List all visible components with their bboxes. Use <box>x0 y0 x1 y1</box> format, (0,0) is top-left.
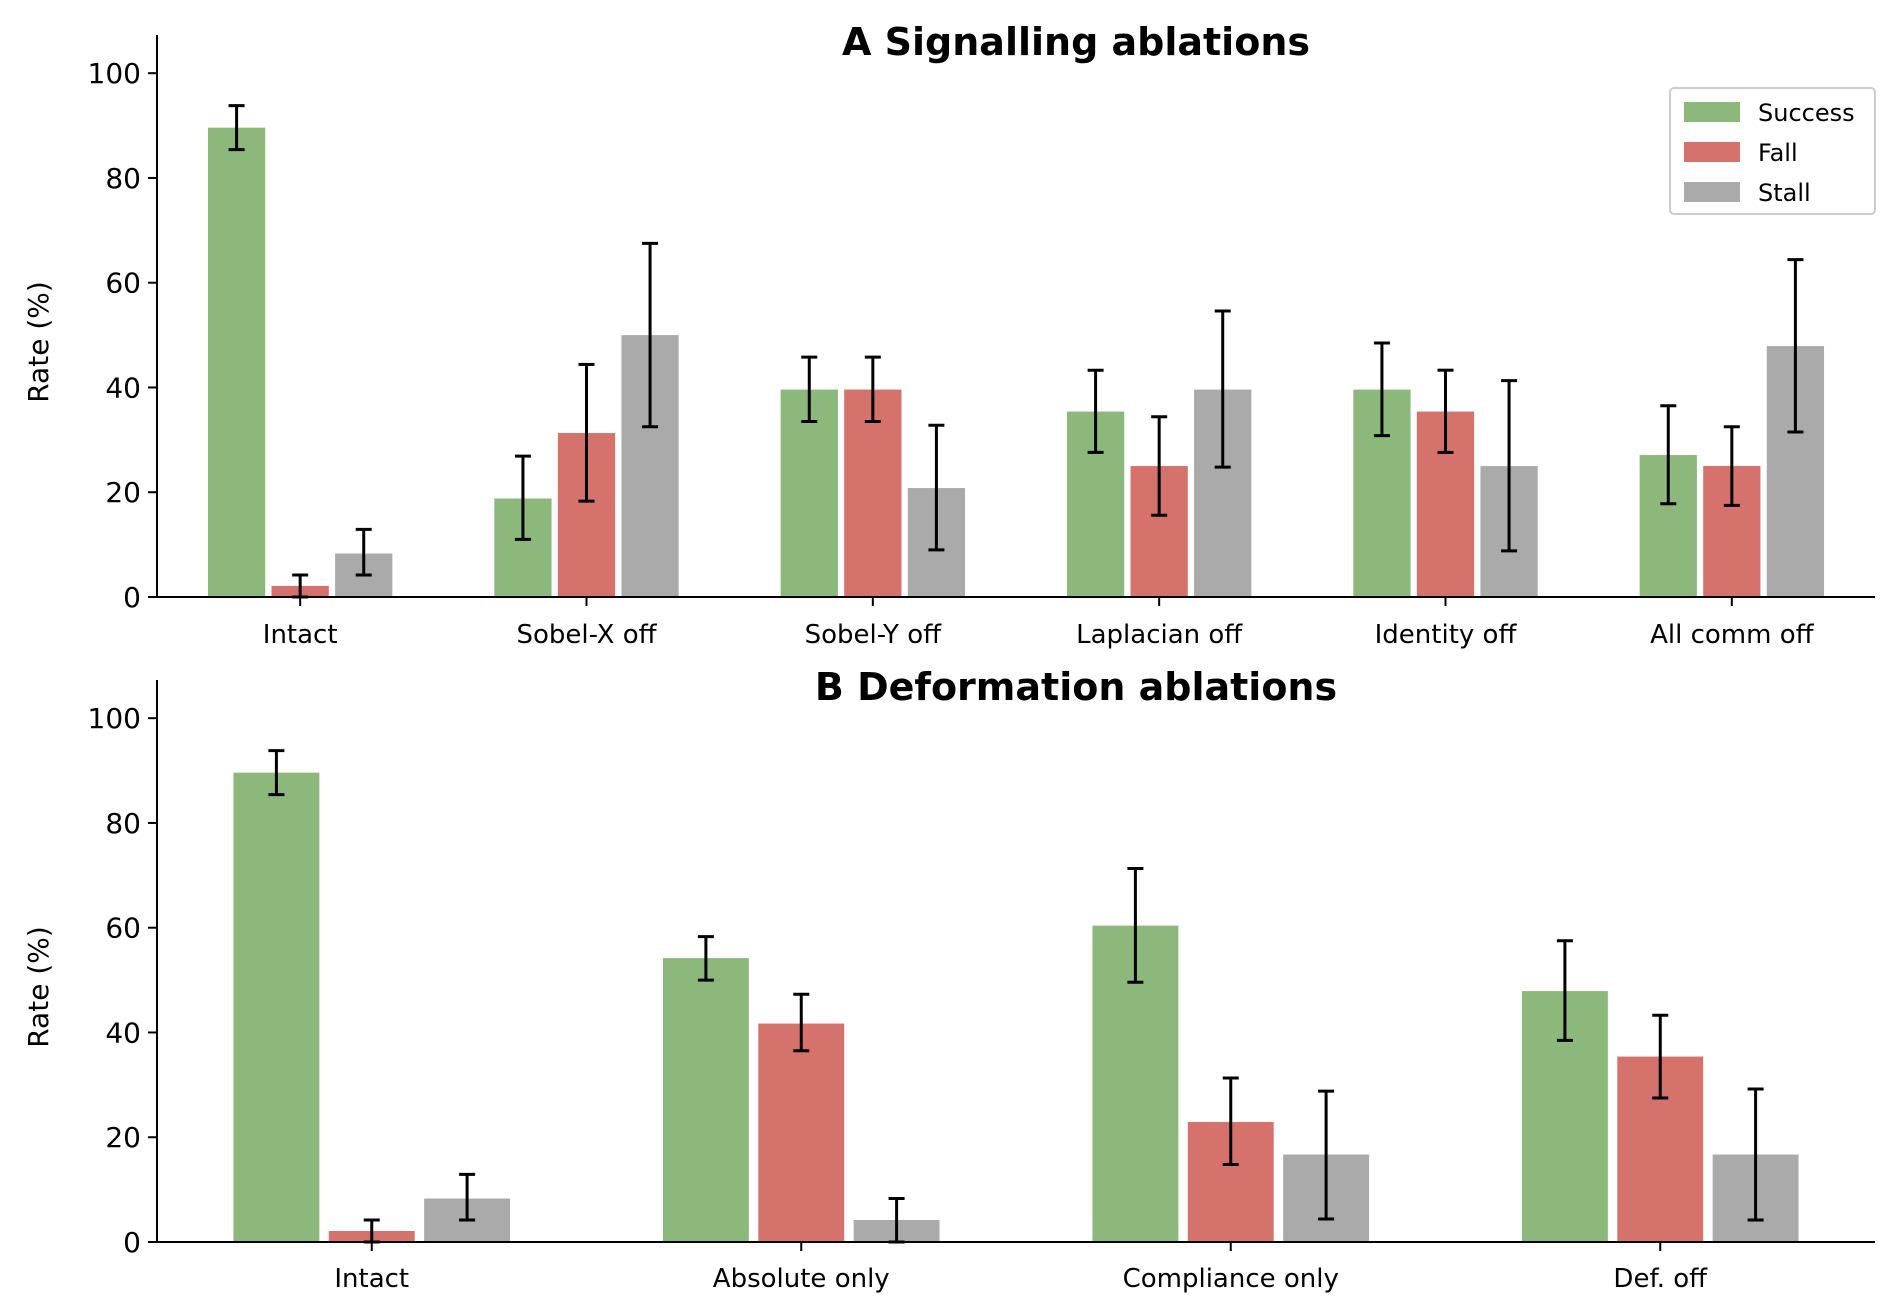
x-tick-label: Def. off <box>1613 1264 1708 1294</box>
panel-a: A Signalling ablations Rate (%) 0 20 40 60 80 1… <box>22 20 1876 650</box>
bar-success <box>233 772 320 1242</box>
y-tick-label: 80 <box>105 807 141 840</box>
y-axis-label: Rate (%) <box>22 926 55 1048</box>
bar-fall <box>844 389 902 597</box>
legend-swatch-stall <box>1684 182 1740 202</box>
chart-title: B Deformation ablations <box>815 665 1337 709</box>
y-tick-label: 100 <box>88 57 141 90</box>
y-tick-label: 20 <box>105 1121 141 1154</box>
panel-b: B Deformation ablations Rate (%) 0 20 40 60 80… <box>22 665 1875 1294</box>
x-tick-label: All comm off <box>1650 620 1815 650</box>
x-tick-label: Absolute only <box>713 1264 890 1294</box>
chart-title: A Signalling ablations <box>842 20 1310 64</box>
y-axis-label: Rate (%) <box>22 281 55 403</box>
legend: Success Fall Stall <box>1669 87 1876 215</box>
y-tick-label: 100 <box>88 702 141 735</box>
x-tick-label: Laplacian off <box>1076 620 1243 650</box>
bar-success <box>662 958 749 1242</box>
x-tick-label: Intact <box>334 1264 409 1294</box>
legend-swatch-success <box>1684 102 1740 122</box>
x-tick-label: Sobel-X off <box>516 620 657 650</box>
legend-label-fall: Fall <box>1758 139 1798 167</box>
x-tick-label: Intact <box>263 620 338 650</box>
x-tick-label: Identity off <box>1375 620 1518 650</box>
bar-success <box>780 389 838 597</box>
y-tick-label: 60 <box>105 267 141 300</box>
legend-label-success: Success <box>1758 99 1855 127</box>
y-tick-label: 80 <box>105 162 141 195</box>
x-tick-label: Compliance only <box>1123 1264 1339 1294</box>
legend-swatch-fall <box>1684 142 1740 162</box>
y-tick-label: 40 <box>105 1016 141 1049</box>
x-tick-label: Sobel-Y off <box>805 620 942 650</box>
legend-label-stall: Stall <box>1758 179 1811 207</box>
bar-success <box>207 127 266 598</box>
y-tick-label: 20 <box>105 476 141 509</box>
y-tick-label: 0 <box>123 581 141 614</box>
y-tick-label: 0 <box>123 1226 141 1259</box>
bar-fall <box>758 1023 845 1242</box>
y-tick-label: 60 <box>105 912 141 945</box>
y-tick-label: 40 <box>105 371 141 404</box>
